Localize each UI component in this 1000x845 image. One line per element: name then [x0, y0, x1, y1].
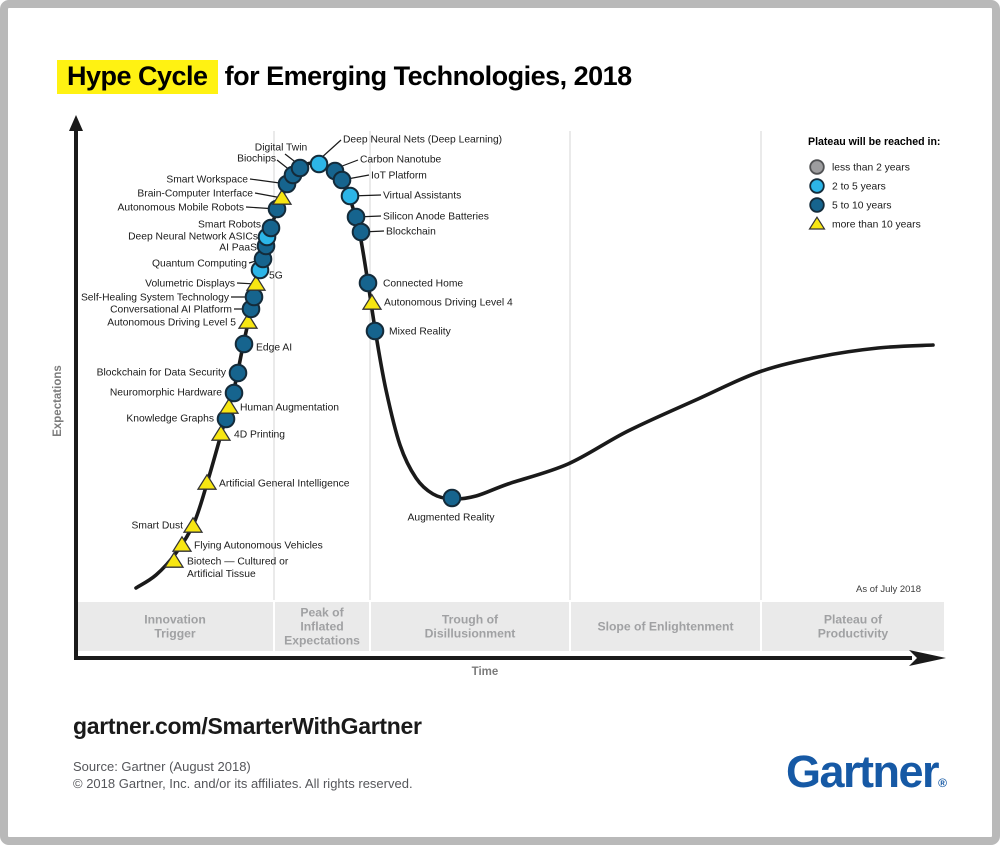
legend-label-2-to-5-years: 2 to 5 years [832, 182, 886, 193]
label-human-augmentation: Human Augmentation [240, 403, 339, 414]
phase-label-plateau-of-productivity: Plateau of Productivity [818, 613, 889, 641]
title-highlight: Hype Cycle [57, 60, 218, 94]
x-axis-title: Time [472, 666, 499, 678]
point-artificial-general-intelligence [196, 473, 218, 490]
y-axis-arrow-icon [69, 115, 83, 131]
hype-cycle-chart: Innovation Trigger Peak of Inflated Expectat… [52, 115, 946, 678]
label-edge-ai: Edge AI [256, 343, 292, 354]
gartner-url: gartner.com/SmarterWithGartner [73, 713, 422, 739]
point-augmented-reality [442, 488, 462, 508]
legend-title: Plateau will be reached in: [808, 136, 940, 148]
point-blockchain [351, 222, 371, 242]
point-blockchain-for-data-security [228, 363, 248, 383]
point-iot-platform [332, 170, 352, 190]
point-smart-robots [261, 218, 281, 238]
label-artificial-general-intelligence: Artificial General Intelligence [219, 479, 350, 490]
label-blockchain-for-data-security: Blockchain for Data Security [97, 368, 227, 379]
label-5g: 5G [269, 271, 283, 282]
phase-label-trough-of-disillusionment: Trough of Disillusionment [425, 613, 516, 641]
legend-marker-5-to-10-years-icon [809, 197, 825, 213]
label-silicon-anode-batteries: Silicon Anode Batteries [383, 212, 489, 223]
legend-label-more-than-10-years: more than 10 years [832, 220, 921, 231]
point-digital-twin [290, 158, 310, 178]
phase-label-peak-of-inflated-expectations: Peak of Inflated Expectations [284, 606, 360, 648]
x-axis-arrow-icon [909, 650, 946, 666]
label-quantum-computing: Quantum Computing [152, 259, 247, 270]
phase-label-innovation-trigger: Innovation Trigger [144, 613, 206, 641]
label-smart-robots: Smart Robots [198, 220, 261, 231]
label-flying-autonomous-vehicles: Flying Autonomous Vehicles [194, 541, 323, 552]
x-axis-line [74, 656, 912, 660]
label-biotech-cultured-or-artificial-tissue: Biotech — Cultured or Artificial Tissue [187, 557, 289, 581]
label-digital-twin: Digital Twin [255, 143, 308, 154]
label-knowledge-graphs: Knowledge Graphs [126, 414, 214, 425]
title-rest: for Emerging Technologies, 2018 [217, 61, 633, 91]
point-edge-ai [234, 334, 254, 354]
point-4d-printing [210, 424, 232, 441]
point-brain-computer-interface [271, 188, 293, 205]
phase-cell-trough-of [371, 602, 569, 651]
label-deep-neural-nets-deep-learning: Deep Neural Nets (Deep Learning) [343, 135, 502, 146]
label-autonomous-driving-level-5: Autonomous Driving Level 5 [107, 318, 236, 329]
label-volumetric-displays: Volumetric Displays [145, 279, 235, 290]
y-axis-title: Expectations [52, 365, 64, 437]
source-line-2: © 2018 Gartner, Inc. and/or its affiliat… [73, 776, 413, 791]
legend-marker-2-to-5-years-icon [809, 178, 825, 194]
point-autonomous-driving-level-4 [361, 293, 383, 310]
legend-marker-more-than-10-years-icon [808, 216, 826, 230]
source-line-1: Source: Gartner (August 2018) [73, 759, 251, 774]
point-smart-dust [182, 516, 204, 533]
label-ai-paas: AI PaaS [219, 243, 257, 254]
point-human-augmentation [218, 397, 240, 414]
label-self-healing-system-technology: Self-Healing System Technology [81, 293, 230, 304]
label-autonomous-driving-level-4: Autonomous Driving Level 4 [384, 298, 513, 309]
point-autonomous-driving-level-5 [237, 312, 259, 329]
label-blockchain: Blockchain [386, 227, 436, 238]
label-biochips: Biochips [237, 154, 276, 165]
label-conversational-ai-platform: Conversational AI Platform [110, 305, 232, 316]
phase-cell-plateau-of [762, 602, 944, 651]
label-iot-platform: IoT Platform [371, 171, 427, 182]
label-neuromorphic-hardware: Neuromorphic Hardware [110, 388, 222, 399]
gartner-logo-text: Gartner [786, 746, 940, 797]
point-mixed-reality [365, 321, 385, 341]
label-4d-printing: 4D Printing [234, 430, 285, 441]
label-carbon-nanotube: Carbon Nanotube [360, 155, 442, 166]
point-flying-autonomous-vehicles [171, 535, 193, 552]
y-axis-line [74, 124, 78, 660]
point-self-healing-system-technology [244, 287, 264, 307]
label-mixed-reality: Mixed Reality [389, 327, 452, 338]
phase-cell-peak-of [275, 602, 369, 651]
legend-label-less-than-2-years: less than 2 years [832, 163, 910, 174]
point-connected-home [358, 273, 378, 293]
point-volumetric-displays [245, 274, 267, 291]
legend-label-5-to-10-years: 5 to 10 years [832, 201, 892, 212]
phase-cell-slope-of-enlightenment [571, 602, 760, 651]
label-smart-dust: Smart Dust [132, 521, 184, 532]
label-autonomous-mobile-robots: Autonomous Mobile Robots [118, 203, 245, 214]
label-deep-neural-network-asics: Deep Neural Network ASICs [128, 232, 258, 243]
as-of-note: As of July 2018 [856, 584, 921, 595]
page-title: Hype Cycle for Emerging Technologies, 20… [57, 58, 632, 94]
label-connected-home: Connected Home [383, 279, 463, 290]
label-virtual-assistants: Virtual Assistants [383, 191, 461, 202]
point-biotech-cultured-or-artificial-tissue [163, 551, 185, 568]
phase-cell-innovation [77, 602, 273, 651]
point-deep-neural-nets-deep-learning [309, 154, 329, 174]
point-virtual-assistants [340, 186, 360, 206]
source-block: Source: Gartner (August 2018) © 2018 Gar… [73, 758, 413, 792]
label-augmented-reality: Augmented Reality [407, 513, 495, 524]
point-neuromorphic-hardware [224, 383, 244, 403]
phase-label-slope-of-enlightenment: Slope of Enlightenment [597, 620, 733, 634]
label-brain-computer-interface: Brain-Computer Interface [137, 189, 253, 200]
label-smart-workspace: Smart Workspace [166, 175, 248, 186]
registered-mark-icon: ® [938, 776, 947, 790]
leader-line-deep-neural-nets-deep-learning [319, 139, 342, 160]
gartner-logo: Gartner® [786, 749, 947, 806]
legend-marker-less-than-2-years-icon [809, 159, 825, 175]
